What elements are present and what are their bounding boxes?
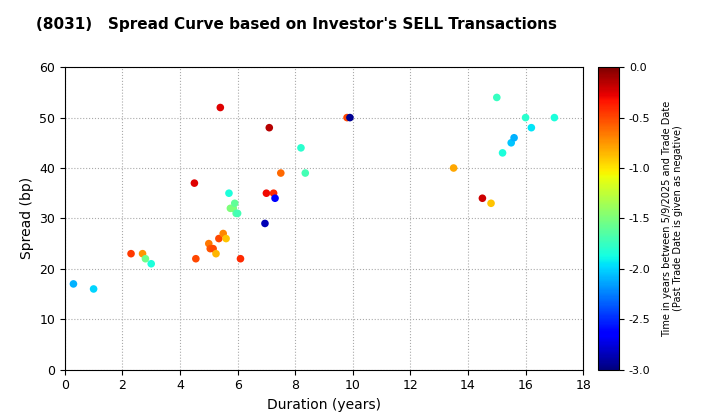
Point [264,124,275,131]
Point [189,180,200,186]
Point [300,170,311,176]
Point [549,114,560,121]
Point [269,195,281,202]
Y-axis label: Time in years between 5/9/2025 and Trade Date
(Past Trade Date is given as negat: Time in years between 5/9/2025 and Trade… [662,100,683,336]
Point [190,255,202,262]
Point [261,190,272,197]
Text: (8031)   Spread Curve based on Investor's SELL Transactions: (8031) Spread Curve based on Investor's … [36,17,557,32]
Point [341,114,353,121]
Point [220,235,232,242]
Point [215,104,226,111]
Point [125,250,137,257]
Point [210,250,222,257]
Point [213,235,225,242]
Point [505,139,517,146]
Point [520,114,531,121]
Point [508,134,520,141]
Point [207,245,219,252]
Point [204,245,216,252]
Point [344,114,356,121]
Point [485,200,497,207]
Point [203,240,215,247]
Point [526,124,537,131]
Point [88,286,99,292]
Point [68,281,79,287]
Point [137,250,148,257]
Point [223,190,235,197]
Point [235,255,246,262]
Point [232,210,243,217]
Point [477,195,488,202]
Point [295,144,307,151]
Point [259,220,271,227]
Point [140,255,151,262]
Point [275,170,287,176]
Point [268,190,279,197]
Point [230,210,242,217]
Point [145,260,157,267]
X-axis label: Duration (years): Duration (years) [267,398,381,412]
Point [217,230,229,237]
Point [225,205,236,212]
Point [448,165,459,171]
Point [228,205,239,212]
Point [229,200,240,207]
Point [491,94,503,101]
Y-axis label: Spread (bp): Spread (bp) [19,177,34,260]
Point [497,150,508,156]
